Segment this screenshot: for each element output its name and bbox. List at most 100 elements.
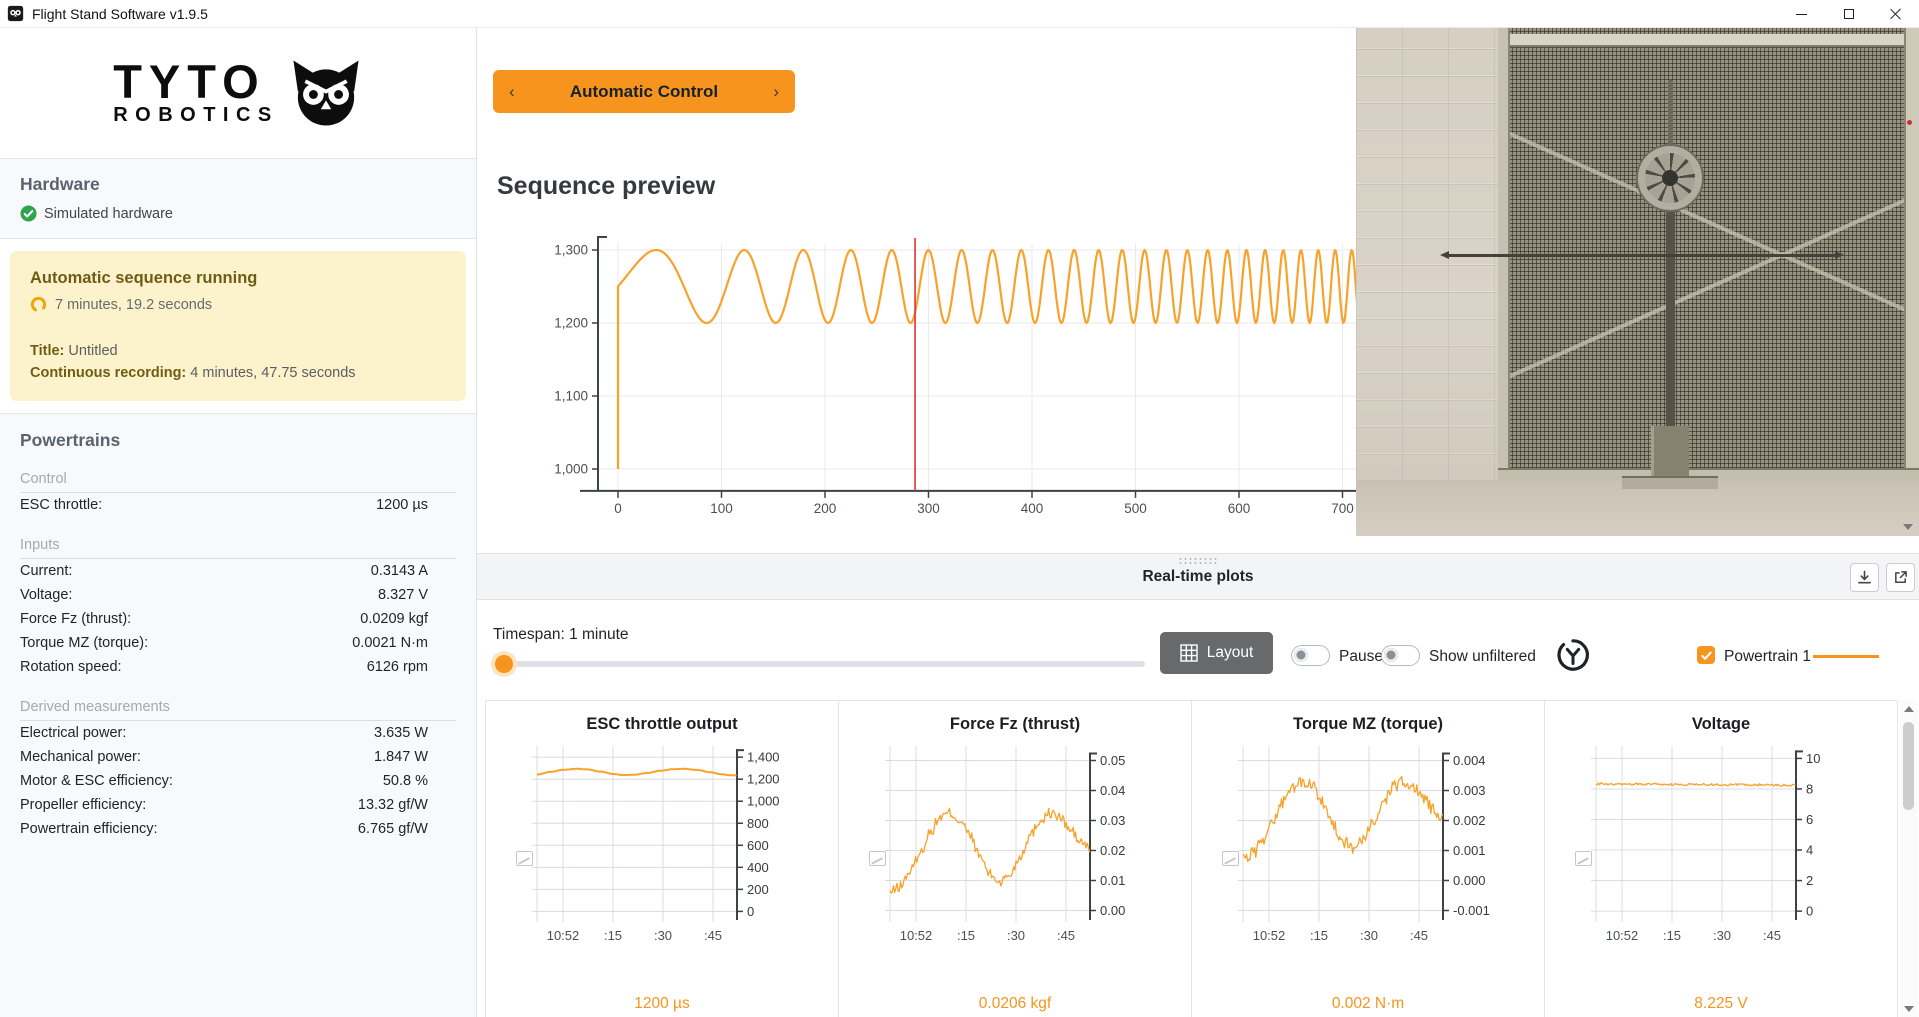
show-unfiltered-toggle[interactable] <box>1381 645 1420 666</box>
titlebar: Flight Stand Software v1.9.5 <box>0 0 1919 28</box>
chevron-down-icon <box>1903 524 1913 530</box>
show-unfiltered-label: Show unfiltered <box>1429 648 1536 665</box>
sequence-preview-chart: 1,300 1,200 1,100 1,000 0 100 200 300 400 500 600 7… <box>554 236 1422 516</box>
layout-button[interactable]: Layout <box>1160 632 1273 674</box>
plot-card-voltage: Voltage 10 8 6 4 2 0 10:52:15:30:45 8.225 V <box>1544 701 1897 1017</box>
powertrain-1-checkbox[interactable] <box>1697 646 1715 664</box>
download-plots-button[interactable] <box>1850 563 1879 592</box>
timespan-label: Timespan: 1 minute <box>493 626 629 643</box>
svg-text:1,200: 1,200 <box>747 772 780 787</box>
svg-text:500: 500 <box>1124 501 1147 516</box>
svg-text:4: 4 <box>1806 843 1813 858</box>
grid-icon <box>1180 644 1198 662</box>
next-mode-icon[interactable]: › <box>773 81 779 101</box>
minimize-button[interactable] <box>1778 0 1825 28</box>
svg-text:10: 10 <box>1806 751 1820 766</box>
plot-popout-icon[interactable] <box>869 851 886 866</box>
svg-text:0.00: 0.00 <box>1100 903 1125 918</box>
close-button[interactable] <box>1872 0 1919 28</box>
sequence-running-notice: Automatic sequence running 7 minutes, 19… <box>10 251 466 401</box>
splitter-handle[interactable] <box>1178 557 1218 564</box>
timespan-slider[interactable] <box>493 655 1145 673</box>
svg-text:0.002: 0.002 <box>1453 813 1486 828</box>
svg-text:10:52: 10:52 <box>1606 928 1639 943</box>
stand-base-column <box>1651 426 1689 478</box>
chevron-down-icon <box>1904 1005 1914 1012</box>
prev-mode-icon[interactable]: ‹ <box>509 81 515 101</box>
plot-title: Torque MZ (torque) <box>1293 715 1443 733</box>
open-in-new-window-button[interactable] <box>1886 563 1915 592</box>
svg-text:0.004: 0.004 <box>1453 753 1486 768</box>
minimize-icon <box>1796 13 1807 15</box>
plot-popout-icon[interactable] <box>1575 851 1592 866</box>
scroll-down-button[interactable] <box>1899 518 1917 536</box>
svg-text:0.05: 0.05 <box>1100 753 1125 768</box>
svg-text:10:52: 10:52 <box>547 928 580 943</box>
test-stand-photo <box>1356 28 1919 536</box>
svg-text:0.04: 0.04 <box>1100 783 1125 798</box>
measurement-row: Voltage: 8.327 V <box>20 587 428 603</box>
plot-current-value: 1200 µs <box>634 995 690 1012</box>
tyto-owl-mark-icon <box>1557 639 1589 671</box>
svg-text::45: :45 <box>1410 928 1428 943</box>
svg-text:0: 0 <box>747 904 754 919</box>
svg-text:700: 700 <box>1331 501 1354 516</box>
svg-text:800: 800 <box>747 816 769 831</box>
svg-text:1,400: 1,400 <box>747 750 780 765</box>
automatic-control-button[interactable]: ‹ Automatic Control › <box>493 70 795 113</box>
slider-track[interactable] <box>493 661 1145 667</box>
powertrains-section: Powertrains Control ESC throttle: 1200 µs… <box>0 414 476 1017</box>
force-fz-plot: 0.05 0.04 0.03 0.02 0.01 0.00 10:52:15:30:45 <box>885 746 1125 943</box>
powertrain-1-label: Powertrain 1 <box>1724 648 1812 665</box>
svg-text::15: :15 <box>604 928 622 943</box>
scrollbar-thumb[interactable] <box>1903 722 1914 810</box>
svg-text:2: 2 <box>1806 873 1813 888</box>
spinner-icon <box>30 296 47 313</box>
maximize-button[interactable] <box>1825 0 1872 28</box>
svg-text:300: 300 <box>917 501 940 516</box>
close-icon <box>1890 8 1902 20</box>
plot-popout-icon[interactable] <box>516 851 533 866</box>
measurement-row: Propeller efficiency: 13.32 gf/W <box>20 797 428 813</box>
indicator-light <box>1907 120 1912 125</box>
recording-value: 4 minutes, 47.75 seconds <box>186 365 356 381</box>
esc-throttle-plot: 1,400 1,200 1,000 800 600 400 200 0 10:52:15:30:… <box>532 746 780 943</box>
sequence-notice-area: Automatic sequence running 7 minutes, 19… <box>0 239 476 414</box>
scroll-up-button[interactable] <box>1900 700 1918 717</box>
timespan-slider-handle[interactable] <box>495 655 513 673</box>
group-header-control: Control <box>20 471 456 493</box>
realtime-plots-title: Real-time plots <box>1142 568 1254 585</box>
sequence-title-label: Title: <box>30 343 65 359</box>
realtime-plots-header-bar: Real-time plots <box>477 553 1919 600</box>
check-icon <box>1700 651 1712 660</box>
svg-text:400: 400 <box>1021 501 1044 516</box>
measurement-row: Torque MZ (torque): 0.0021 N·m <box>20 635 428 651</box>
svg-text:0.02: 0.02 <box>1100 843 1125 858</box>
toggle-knob <box>1384 647 1398 662</box>
pause-toggle[interactable] <box>1291 645 1330 666</box>
stand-pole <box>1666 203 1675 483</box>
plot-popout-icon[interactable] <box>1222 851 1239 866</box>
maximize-icon <box>1843 9 1854 19</box>
svg-text:200: 200 <box>814 501 837 516</box>
plot-title: Voltage <box>1691 715 1751 733</box>
svg-text::30: :30 <box>654 928 672 943</box>
scroll-down-button[interactable] <box>1900 1000 1918 1017</box>
plots-scrollbar <box>1900 700 1918 1017</box>
sequence-preview-title: Sequence preview <box>497 172 716 200</box>
svg-text:100: 100 <box>710 501 733 516</box>
svg-text:6: 6 <box>1806 812 1813 827</box>
measurement-row: ESC throttle: 1200 µs <box>20 497 428 513</box>
plot-card-esc-throttle: ESC throttle output 1,400 1,200 1,000 800 60… <box>486 701 838 1017</box>
measurement-row: Mechanical power: 1.847 W <box>20 749 428 765</box>
stand-upper-rod <box>1668 80 1673 150</box>
svg-text::15: :15 <box>1310 928 1328 943</box>
group-header-derived: Derived measurements <box>20 699 456 721</box>
svg-text::30: :30 <box>1360 928 1378 943</box>
svg-text:10:52: 10:52 <box>900 928 933 943</box>
tyto-robotics-logo: TYTO ROBOTICS <box>0 28 476 158</box>
pause-label: Pause <box>1339 648 1383 665</box>
svg-text:0.03: 0.03 <box>1100 813 1125 828</box>
svg-text:200: 200 <box>747 882 769 897</box>
download-icon <box>1858 570 1871 584</box>
